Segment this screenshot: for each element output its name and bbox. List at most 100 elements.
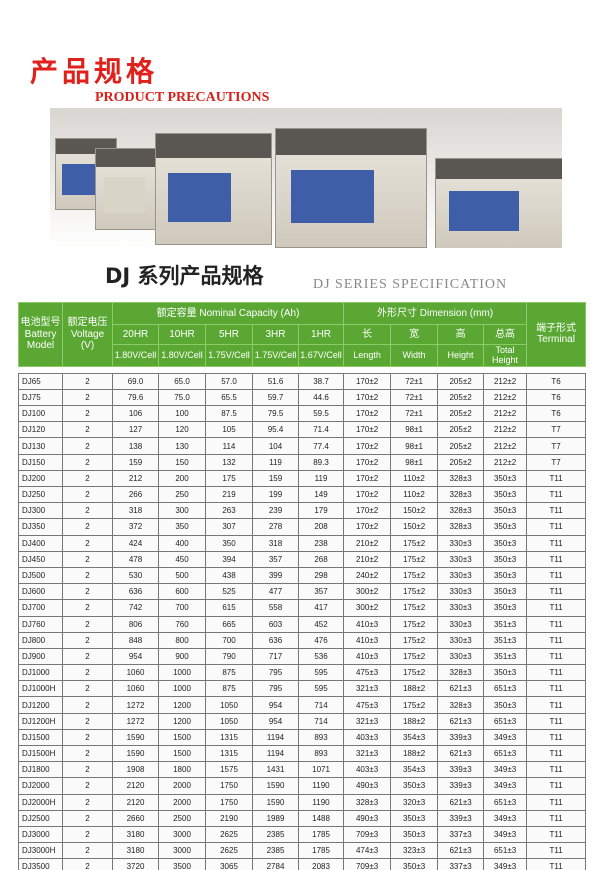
cap-5hr-cell: 3065 bbox=[205, 858, 253, 870]
cap-1hr-cell: 268 bbox=[297, 550, 345, 568]
cap-1hr-cell: 298 bbox=[297, 566, 345, 585]
cap-5hr-cell: 2625 bbox=[205, 842, 253, 860]
cap-5hr-cell: 2190 bbox=[205, 809, 253, 827]
height-cell: 339±3 bbox=[437, 728, 485, 747]
total-height-cell: 651±3 bbox=[483, 793, 528, 811]
cutoff-header: 1.67V/Cell bbox=[297, 344, 345, 367]
cap-1hr-cell: 452 bbox=[297, 615, 345, 633]
cap-5hr-cell: 1750 bbox=[205, 793, 253, 811]
width-cell: 188±2 bbox=[390, 680, 439, 698]
width-cell: 98±1 bbox=[390, 453, 439, 471]
cap-3hr-cell: 59.7 bbox=[252, 388, 299, 407]
length-cell: 170±2 bbox=[343, 469, 392, 488]
voltage-cell: 2 bbox=[62, 680, 113, 698]
length-cell: 709±3 bbox=[343, 825, 392, 844]
cap-10hr-cell: 3000 bbox=[158, 825, 206, 844]
page-title-cn: 产品规格 bbox=[30, 55, 159, 88]
cap-3hr-cell: 603 bbox=[252, 615, 299, 633]
total-height-cell: 349±3 bbox=[483, 858, 528, 870]
height-cell: 330±3 bbox=[437, 550, 485, 568]
cap-1hr-cell: 44.6 bbox=[297, 388, 345, 407]
cap-1hr-cell: 893 bbox=[297, 744, 345, 763]
cap-5hr-cell: 219 bbox=[205, 485, 253, 504]
cap-10hr-cell: 400 bbox=[158, 534, 206, 552]
terminal-cell: T6 bbox=[526, 388, 587, 407]
cap-3hr-cell: 477 bbox=[252, 583, 299, 601]
terminal-cell: T11 bbox=[526, 793, 587, 811]
total-height-cell: 212±2 bbox=[483, 453, 528, 471]
cap-1hr-cell: 1785 bbox=[297, 825, 345, 844]
table-row: DJ400 2 424 400 350 318 238 210±2 175±2 330±3 350±… bbox=[18, 534, 587, 552]
voltage-cell: 2 bbox=[62, 421, 113, 439]
cap-1hr-cell: 417 bbox=[297, 599, 345, 617]
voltage-cell: 2 bbox=[62, 842, 113, 860]
voltage-cell: 2 bbox=[62, 502, 113, 520]
cap-1hr-cell: 476 bbox=[297, 631, 345, 649]
voltage-cell: 2 bbox=[62, 664, 113, 682]
width-cell: 150±2 bbox=[390, 518, 439, 536]
total-height-cell: 212±2 bbox=[483, 437, 528, 455]
height-cell: 205±2 bbox=[437, 388, 485, 407]
cap-3hr-cell: 1590 bbox=[252, 793, 299, 811]
width-cell: 175±2 bbox=[390, 631, 439, 649]
length-cell: 170±2 bbox=[343, 372, 392, 390]
width-cell: 175±2 bbox=[390, 647, 439, 666]
cap-10hr-cell: 1000 bbox=[158, 680, 206, 698]
cap-5hr-cell: 114 bbox=[205, 437, 253, 455]
terminal-cell: T11 bbox=[526, 631, 587, 649]
cap-20hr-cell: 3180 bbox=[112, 825, 159, 844]
dimension-cn-header: 长 bbox=[343, 324, 392, 345]
terminal-cell: T11 bbox=[526, 485, 587, 504]
table-row: DJ300 2 318 300 263 239 179 170±2 150±2 328±3 350±… bbox=[18, 502, 587, 520]
cap-3hr-cell: 1194 bbox=[252, 744, 299, 763]
cap-20hr-cell: 1060 bbox=[112, 680, 159, 698]
model-cell: DJ1800 bbox=[18, 761, 63, 779]
cap-1hr-cell: 357 bbox=[297, 583, 345, 601]
length-cell: 410±3 bbox=[343, 615, 392, 633]
cap-3hr-cell: 954 bbox=[252, 696, 299, 714]
terminal-cell: T11 bbox=[526, 647, 587, 666]
cap-3hr-cell: 51.6 bbox=[252, 372, 299, 390]
height-cell: 328±3 bbox=[437, 664, 485, 682]
page-title-en: PRODUCT PRECAUTIONS bbox=[95, 90, 270, 105]
cap-1hr-cell: 714 bbox=[297, 712, 345, 730]
section-title-cn: DJ 系列产品规格 bbox=[105, 264, 264, 288]
cap-20hr-cell: 1272 bbox=[112, 712, 159, 730]
length-cell: 475±3 bbox=[343, 696, 392, 714]
height-cell: 339±3 bbox=[437, 809, 485, 827]
cap-3hr-cell: 318 bbox=[252, 534, 299, 552]
model-cell: DJ120 bbox=[18, 421, 63, 439]
width-cell: 320±3 bbox=[390, 793, 439, 811]
dimension-cn-header: 高 bbox=[437, 324, 485, 345]
total-height-cell: 350±3 bbox=[483, 599, 528, 617]
width-cell: 150±2 bbox=[390, 502, 439, 520]
terminal-cell: T6 bbox=[526, 405, 587, 423]
cap-20hr-cell: 159 bbox=[112, 453, 159, 471]
width-cell: 354±3 bbox=[390, 728, 439, 747]
cap-20hr-cell: 742 bbox=[112, 599, 159, 617]
table-row: DJ200 2 212 200 175 159 119 170±2 110±2 328±3 350±… bbox=[18, 469, 587, 488]
cap-5hr-cell: 1315 bbox=[205, 728, 253, 747]
capacity-header: 额定容量 Nominal Capacity (Ah) bbox=[111, 302, 345, 325]
cap-5hr-cell: 350 bbox=[205, 534, 253, 552]
total-height-cell: 651±3 bbox=[483, 712, 528, 730]
length-cell: 170±2 bbox=[343, 388, 392, 407]
cap-20hr-cell: 2660 bbox=[112, 809, 159, 827]
table-row: DJ600 2 636 600 525 477 357 300±2 175±2 330±3 350±… bbox=[18, 583, 587, 601]
height-cell: 621±3 bbox=[437, 793, 485, 811]
total-height-cell: 651±3 bbox=[483, 680, 528, 698]
length-cell: 170±2 bbox=[343, 437, 392, 455]
voltage-cell: 2 bbox=[62, 696, 113, 714]
cap-20hr-cell: 954 bbox=[112, 647, 159, 666]
cap-20hr-cell: 3720 bbox=[112, 858, 159, 870]
cap-5hr-cell: 615 bbox=[205, 599, 253, 617]
cap-5hr-cell: 665 bbox=[205, 615, 253, 633]
cap-10hr-cell: 450 bbox=[158, 550, 206, 568]
table-row: DJ130 2 138 130 114 104 77.4 170±2 98±1 205±2 212±… bbox=[18, 437, 587, 455]
length-cell: 321±3 bbox=[343, 680, 392, 698]
voltage-cell: 2 bbox=[62, 793, 113, 811]
cap-10hr-cell: 2000 bbox=[158, 793, 206, 811]
voltage-cell: 2 bbox=[62, 453, 113, 471]
height-cell: 337±3 bbox=[437, 858, 485, 870]
dimension-en-header: Length bbox=[343, 344, 392, 367]
